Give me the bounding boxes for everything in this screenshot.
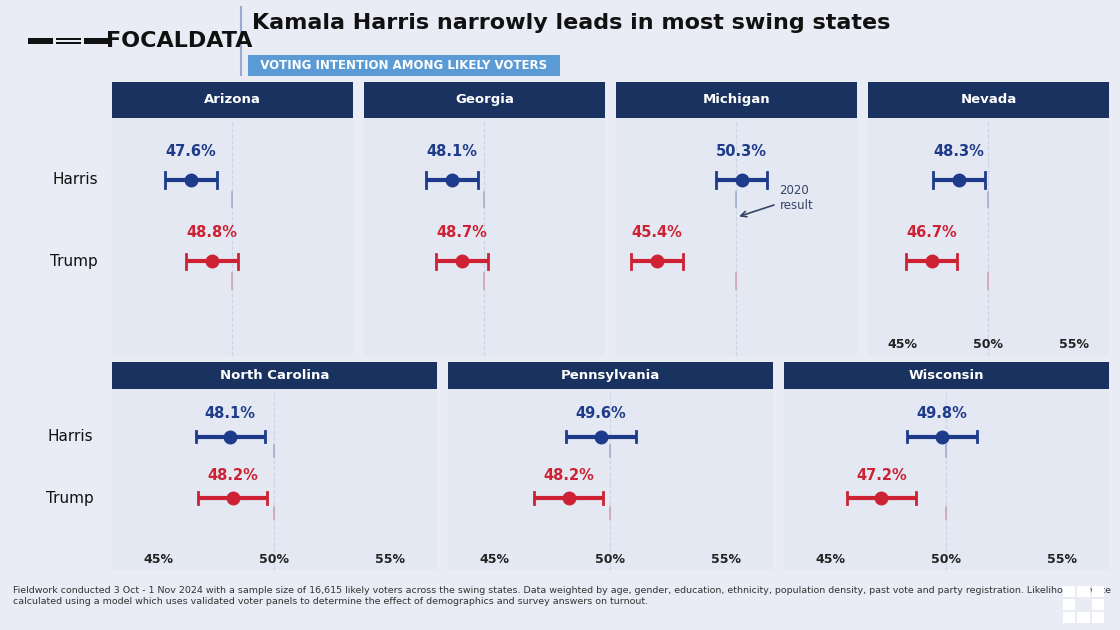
Text: 49.8%: 49.8% xyxy=(916,406,968,421)
Bar xyxy=(784,362,1109,389)
Text: 45%: 45% xyxy=(479,553,510,566)
Bar xyxy=(28,38,53,40)
Text: 45.4%: 45.4% xyxy=(632,226,683,241)
Text: 45%: 45% xyxy=(887,338,917,351)
Text: 47.6%: 47.6% xyxy=(166,144,216,159)
Text: 55%: 55% xyxy=(1047,553,1077,566)
Bar xyxy=(364,82,605,118)
Bar xyxy=(1077,585,1090,597)
Text: FOCALDATA: FOCALDATA xyxy=(106,31,253,51)
Text: 50%: 50% xyxy=(932,553,961,566)
Bar xyxy=(84,42,109,44)
Text: Harris: Harris xyxy=(48,429,93,444)
Bar xyxy=(84,38,109,40)
Bar xyxy=(1092,585,1104,597)
Text: 2020
result: 2020 result xyxy=(740,184,813,217)
Bar xyxy=(112,362,437,389)
Text: Arizona: Arizona xyxy=(204,93,261,106)
Bar xyxy=(1092,598,1104,610)
Text: Wisconsin: Wisconsin xyxy=(908,369,984,382)
Bar xyxy=(56,38,81,40)
Text: Fieldwork conducted 3 Oct - 1 Nov 2024 with a sample size of 16,615 likely voter: Fieldwork conducted 3 Oct - 1 Nov 2024 w… xyxy=(13,587,1111,605)
Text: Trump: Trump xyxy=(46,491,93,506)
Bar xyxy=(112,82,353,118)
Text: 48.2%: 48.2% xyxy=(543,467,594,483)
Bar xyxy=(1063,612,1075,623)
Text: 48.2%: 48.2% xyxy=(207,467,258,483)
Bar xyxy=(1092,612,1104,623)
Text: 46.7%: 46.7% xyxy=(906,226,956,241)
Text: 50.3%: 50.3% xyxy=(716,144,767,159)
Bar xyxy=(868,82,1109,118)
Bar xyxy=(1077,612,1090,623)
Bar xyxy=(28,42,53,44)
Text: 55%: 55% xyxy=(711,553,741,566)
Text: 45%: 45% xyxy=(815,553,846,566)
Bar xyxy=(1063,598,1075,610)
Text: 47.2%: 47.2% xyxy=(856,467,907,483)
Text: 49.6%: 49.6% xyxy=(576,406,626,421)
Text: 50%: 50% xyxy=(260,553,289,566)
Bar xyxy=(448,362,773,389)
Text: Pennsylvania: Pennsylvania xyxy=(561,369,660,382)
Text: 48.3%: 48.3% xyxy=(934,144,984,159)
Text: North Carolina: North Carolina xyxy=(220,369,329,382)
Text: 48.1%: 48.1% xyxy=(205,406,255,421)
Bar xyxy=(84,40,109,42)
Text: Trump: Trump xyxy=(50,254,99,269)
Text: 55%: 55% xyxy=(1060,338,1090,351)
Text: 55%: 55% xyxy=(375,553,405,566)
Bar xyxy=(56,42,81,44)
Text: Michigan: Michigan xyxy=(702,93,771,106)
Bar xyxy=(616,82,857,118)
Bar xyxy=(1063,585,1075,597)
Text: Georgia: Georgia xyxy=(455,93,514,106)
Text: 48.8%: 48.8% xyxy=(186,226,237,241)
Bar xyxy=(28,40,53,42)
Text: 50%: 50% xyxy=(596,553,625,566)
Text: Kamala Harris narrowly leads in most swing states: Kamala Harris narrowly leads in most swi… xyxy=(252,13,890,33)
Text: 45%: 45% xyxy=(143,553,174,566)
Text: 48.7%: 48.7% xyxy=(437,226,487,241)
Text: 50%: 50% xyxy=(973,338,1004,351)
Text: Harris: Harris xyxy=(53,172,99,187)
Text: VOTING INTENTION AMONG LIKELY VOTERS: VOTING INTENTION AMONG LIKELY VOTERS xyxy=(252,59,556,72)
Text: 48.1%: 48.1% xyxy=(427,144,477,159)
Text: Nevada: Nevada xyxy=(960,93,1017,106)
